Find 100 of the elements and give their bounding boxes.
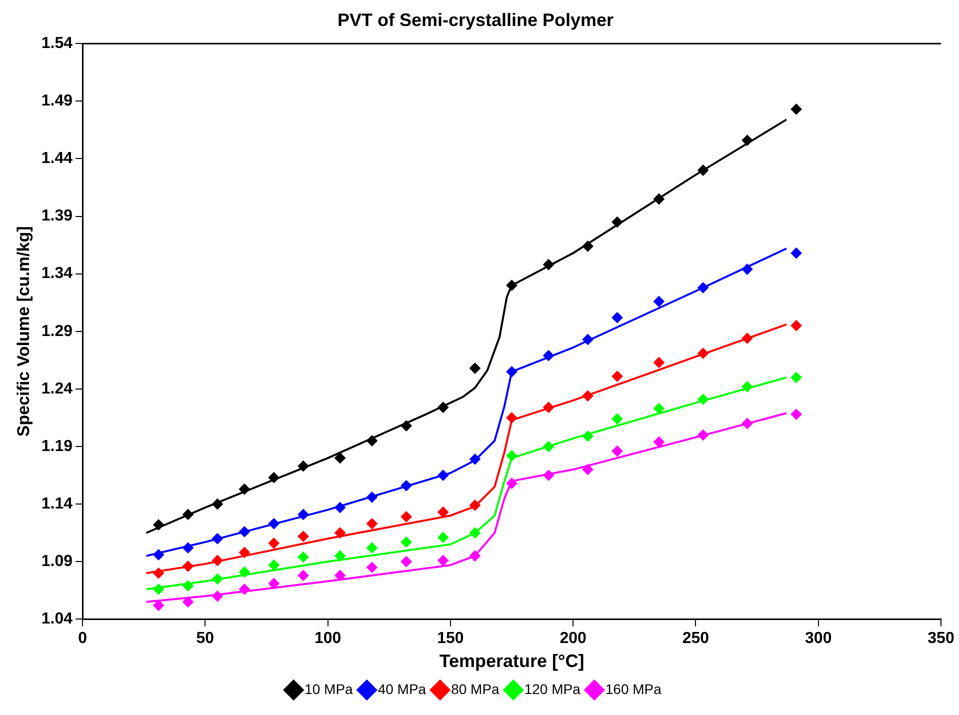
point [469, 362, 480, 374]
point [506, 450, 518, 462]
point [543, 259, 554, 270]
point [790, 408, 802, 420]
point [698, 282, 709, 294]
y-tick-label: 1.34 [41, 265, 73, 282]
y-tick-label: 1.09 [41, 553, 73, 570]
point [506, 366, 518, 378]
point [400, 536, 412, 548]
point [238, 484, 250, 495]
x-tick-label: 250 [682, 630, 710, 648]
legend-label: 10 MPa [304, 680, 354, 697]
point [182, 580, 194, 592]
point [698, 164, 709, 176]
point [182, 596, 194, 608]
point [298, 530, 309, 542]
point [298, 460, 309, 472]
point [366, 542, 378, 554]
point [742, 134, 753, 146]
point [612, 413, 623, 424]
point [212, 554, 223, 566]
point [790, 372, 802, 383]
y-tick-label: 1.39 [41, 208, 73, 225]
x-axis-title: Temperature [°C] [439, 651, 584, 672]
point [153, 600, 164, 611]
point [366, 492, 378, 503]
point [612, 370, 623, 382]
point [543, 441, 554, 452]
point [238, 526, 250, 538]
point [790, 248, 802, 259]
legend-label: 160 MPa [605, 680, 662, 697]
y-tick-label: 1.44 [41, 150, 73, 168]
point [438, 532, 449, 543]
point [153, 584, 164, 595]
point [182, 508, 194, 520]
point [334, 502, 346, 514]
point [268, 578, 280, 590]
point [543, 470, 554, 481]
point [334, 452, 346, 464]
point [298, 570, 309, 581]
point [438, 554, 449, 566]
point [469, 454, 480, 465]
point [366, 435, 378, 446]
point [506, 412, 518, 424]
x-tick-label: 200 [560, 630, 587, 648]
x-tick-label: 0 [78, 630, 88, 648]
point [582, 240, 594, 252]
point [790, 320, 802, 332]
point [790, 104, 802, 115]
point [153, 519, 164, 530]
point [582, 464, 594, 476]
point [698, 348, 709, 359]
point [469, 527, 480, 538]
x-tick-label: 150 [437, 630, 464, 648]
point [438, 402, 449, 413]
x-tick-label: 350 [928, 630, 954, 648]
point [469, 550, 480, 562]
legend-label: 80 MPa [451, 680, 500, 697]
y-axis-title: Specific Volume [cu.m/kg] [14, 226, 33, 437]
point [268, 472, 280, 484]
point [653, 356, 664, 368]
point [238, 584, 250, 595]
y-tick-label: 1.49 [41, 92, 73, 110]
point [742, 332, 753, 344]
point [212, 498, 223, 510]
point [212, 590, 223, 602]
point [212, 573, 223, 584]
point [612, 312, 623, 324]
point [400, 480, 412, 492]
point [612, 216, 623, 228]
legend-label: 40 MPa [378, 680, 426, 697]
point [334, 550, 346, 562]
point [238, 546, 250, 558]
y-tick-label: 1.54 [41, 35, 73, 52]
y-tick-label: 1.24 [41, 380, 73, 398]
chart-title: PVT of Semi-crystalline Polymer [337, 10, 614, 30]
x-tick-label: 100 [314, 630, 342, 648]
point [268, 560, 280, 571]
legend-label: 120 MPa [524, 680, 581, 697]
y-tick-label: 1.19 [41, 438, 73, 455]
point [653, 436, 664, 448]
point [582, 390, 594, 402]
point [366, 518, 378, 530]
point [268, 518, 280, 530]
point [698, 430, 709, 441]
point [469, 500, 480, 511]
point [182, 560, 194, 572]
point [366, 562, 378, 573]
point [438, 506, 449, 518]
point [298, 552, 309, 563]
point [334, 527, 346, 538]
point [182, 542, 194, 554]
x-tick-label: 300 [805, 630, 832, 648]
point [334, 570, 346, 581]
point [742, 381, 753, 392]
y-tick-label: 1.14 [41, 495, 73, 512]
y-tick-label: 1.29 [41, 322, 73, 340]
point [653, 296, 664, 307]
x-tick-label: 50 [196, 630, 214, 648]
point [582, 430, 594, 442]
